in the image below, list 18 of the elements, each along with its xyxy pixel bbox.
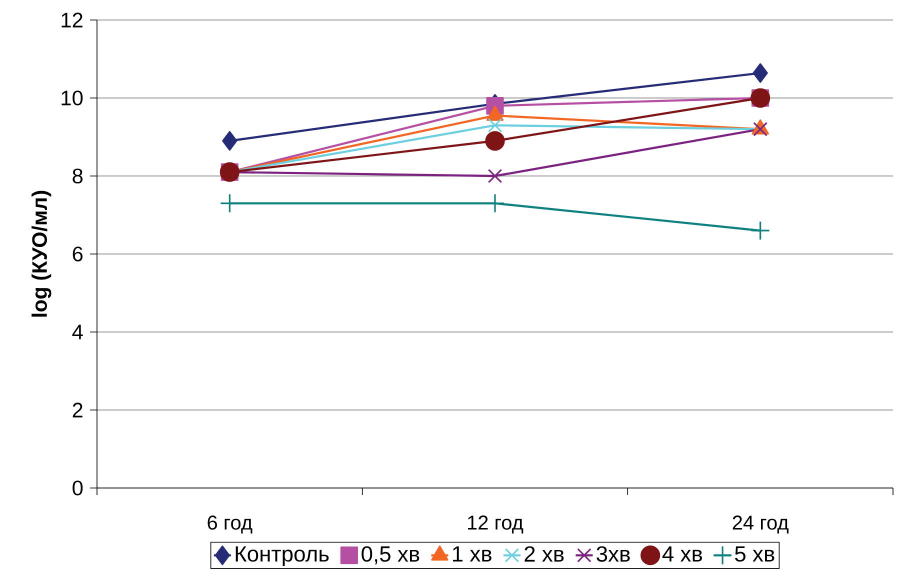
legend-label: 1 хв — [453, 546, 492, 562]
y-tick-label: 12 — [62, 12, 82, 28]
y-tick-label: 4 — [72, 324, 83, 340]
legend-label: 3хв — [596, 546, 630, 562]
legend-label: 2 хв — [524, 546, 564, 562]
x-tick-label: 6 год — [208, 516, 252, 534]
y-tick-label: 10 — [62, 90, 83, 106]
x-tick-label: 24 год — [732, 516, 788, 534]
y-tick-label: 8 — [72, 168, 83, 184]
legend-label: 5 хв — [735, 546, 774, 562]
y-tick-label: 6 — [72, 246, 83, 262]
legend-label: 4 хв — [662, 546, 702, 562]
legend-label: Контроль — [236, 546, 329, 566]
x-tick-label: 12 год — [468, 516, 524, 534]
y-tick-label: 2 — [72, 402, 82, 418]
y-axis-title: log (КУО/мл) — [32, 190, 52, 317]
y-tick-label: 0 — [72, 480, 83, 496]
legend-label: 0,5 хв — [362, 546, 420, 564]
